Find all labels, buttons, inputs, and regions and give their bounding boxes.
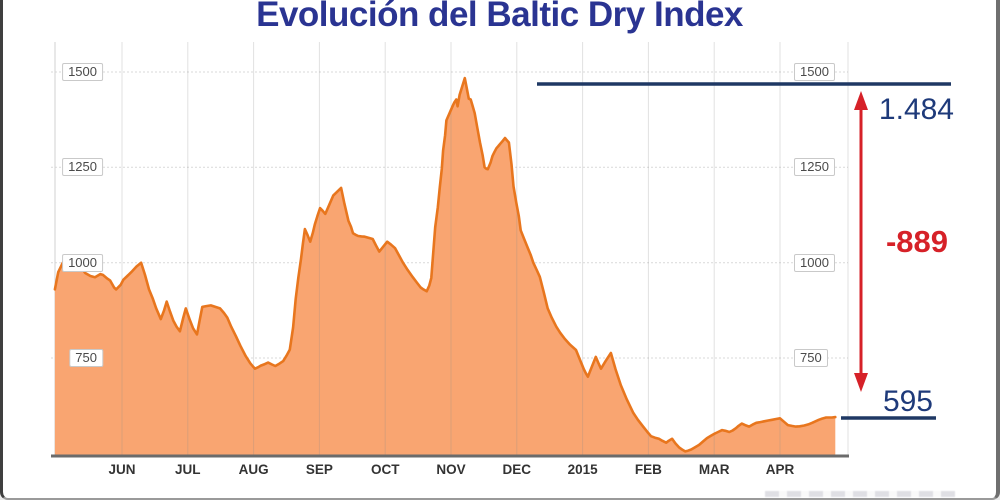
x-tick-label: JUL: [175, 462, 201, 477]
change-value-annotation: -889: [885, 224, 948, 259]
y-tick-label-right: 750: [794, 348, 828, 367]
chart-title: Evolución del Baltic Dry Index: [256, 0, 743, 34]
y-tick-label-right: 1500: [794, 63, 835, 81]
chart-canvas: [51, 42, 951, 458]
x-tick-label: DEC: [502, 462, 532, 477]
peak-value-annotation: 1.484: [878, 93, 954, 126]
x-tick-label: 2015: [567, 462, 598, 477]
y-tick-label-right: 1250: [794, 158, 835, 177]
y-tick-label-left: 1500: [62, 63, 103, 81]
end-value-annotation: 595: [882, 385, 933, 418]
x-tick-label: APR: [765, 462, 795, 477]
arrow-head-down-icon: [854, 373, 868, 392]
arrow-head-up-icon: [854, 91, 868, 110]
x-tick-label: OCT: [370, 462, 400, 477]
y-tick-label-left: 1250: [62, 158, 103, 177]
index-curve: [53, 76, 837, 453]
x-tick-label: MAR: [698, 462, 730, 477]
cropped-caption-remnant: [765, 491, 955, 497]
x-tick-label: JUN: [108, 462, 136, 477]
y-tick-label-left: 1000: [62, 253, 103, 272]
y-tick-label-left: 750: [69, 348, 103, 367]
x-tick-label: FEB: [634, 462, 662, 477]
x-tick-label: SEP: [305, 462, 333, 477]
x-tick-label: NOV: [436, 462, 466, 477]
y-tick-label-right: 1000: [794, 253, 835, 272]
x-tick-label: AUG: [238, 462, 269, 477]
area-fill: [54, 78, 836, 455]
